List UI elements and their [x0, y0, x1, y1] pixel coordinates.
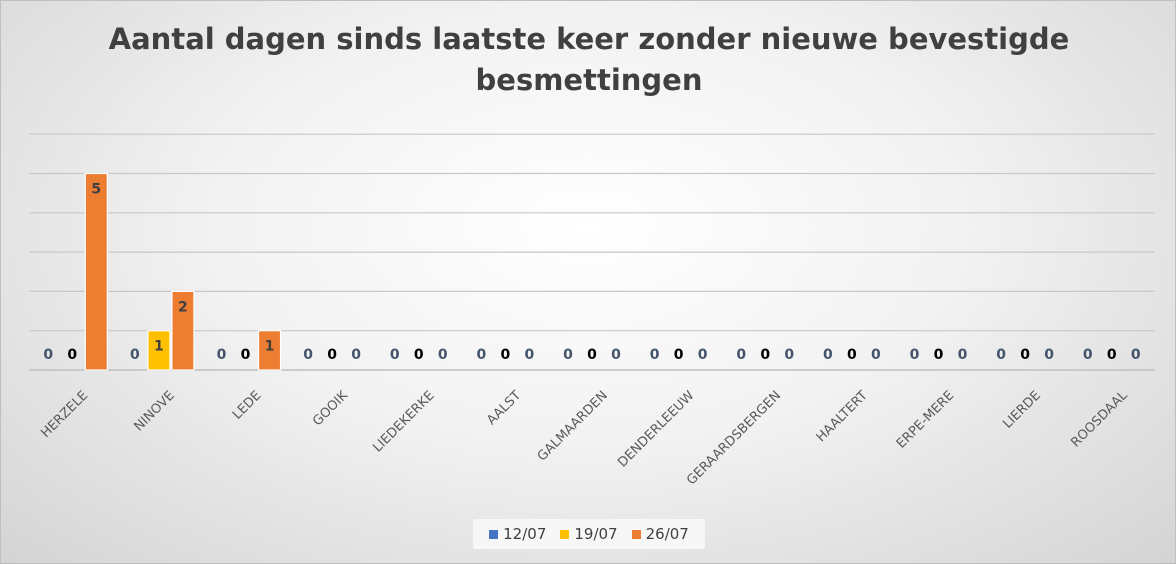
data-label: 0 — [477, 347, 487, 363]
data-label: 0 — [1131, 347, 1141, 363]
data-label: 0 — [934, 347, 944, 363]
data-label: 0 — [698, 347, 708, 363]
data-label: 0 — [910, 347, 920, 363]
bar — [147, 330, 171, 371]
legend-label: 12/07 — [503, 525, 547, 543]
data-label: 0 — [67, 347, 77, 363]
category-label: ERPE-MERE — [894, 388, 957, 451]
chart-legend: 12/07 19/07 26/07 — [473, 519, 705, 549]
data-label: 0 — [611, 347, 621, 363]
data-label: 0 — [847, 347, 857, 363]
data-label: 0 — [43, 347, 53, 363]
data-label: 1 — [265, 339, 275, 355]
data-label: 0 — [823, 347, 833, 363]
data-label: 0 — [996, 347, 1006, 363]
data-label: 0 — [1044, 347, 1054, 363]
data-label: 0 — [1020, 347, 1030, 363]
data-label: 0 — [327, 347, 337, 363]
data-label: 0 — [525, 347, 535, 363]
category-label: LIERDE — [1000, 388, 1044, 432]
legend-item: 12/07 — [489, 525, 546, 543]
data-label: 0 — [650, 347, 660, 363]
data-label: 0 — [1083, 347, 1093, 363]
category-label: LIEDEKERKE — [370, 388, 437, 455]
data-label: 0 — [351, 347, 361, 363]
data-label: 0 — [760, 347, 770, 363]
data-label: 0 — [241, 347, 251, 363]
data-label: 0 — [871, 347, 881, 363]
data-label: 0 — [303, 347, 313, 363]
data-label: 0 — [501, 347, 511, 363]
data-label: 0 — [563, 347, 573, 363]
legend-swatch — [560, 529, 570, 539]
category-label: GERAARDSBERGEN — [684, 388, 784, 488]
data-label: 0 — [390, 347, 400, 363]
legend-item: 26/07 — [631, 525, 689, 543]
data-label: 0 — [958, 347, 968, 363]
data-label: 0 — [217, 347, 227, 363]
bar — [257, 330, 282, 371]
legend-swatch — [631, 529, 641, 539]
data-label: 0 — [587, 347, 597, 363]
legend-item: 19/07 — [560, 525, 618, 543]
data-label: 0 — [1107, 347, 1117, 363]
category-label: GOOIK — [310, 388, 351, 429]
data-label: 0 — [414, 347, 424, 363]
data-label: 2 — [178, 299, 188, 315]
category-label: ROOSDAAL — [1068, 388, 1131, 451]
legend-swatch — [489, 529, 499, 539]
legend-label: 26/07 — [645, 525, 689, 543]
category-label: GALMAARDEN — [535, 388, 611, 464]
data-label: 0 — [438, 347, 448, 363]
data-label: 0 — [784, 347, 794, 363]
category-label: LEDE — [230, 388, 264, 422]
legend-label: 19/07 — [574, 525, 618, 543]
data-label: 5 — [91, 182, 101, 198]
category-label: NINOVE — [132, 388, 178, 434]
bar — [84, 172, 108, 371]
data-label: 1 — [154, 339, 164, 355]
category-label: DENDERLEEUW — [615, 388, 697, 470]
bar — [171, 290, 195, 371]
category-label: AALST — [484, 388, 524, 428]
data-label: 0 — [130, 347, 140, 363]
data-label: 0 — [674, 347, 684, 363]
data-label: 0 — [736, 347, 746, 363]
category-label: HAALTERT — [814, 388, 871, 445]
category-label: HERZELE — [38, 388, 91, 441]
chart-title: Aantal dagen sinds laatste keer zonder n… — [108, 22, 1070, 97]
